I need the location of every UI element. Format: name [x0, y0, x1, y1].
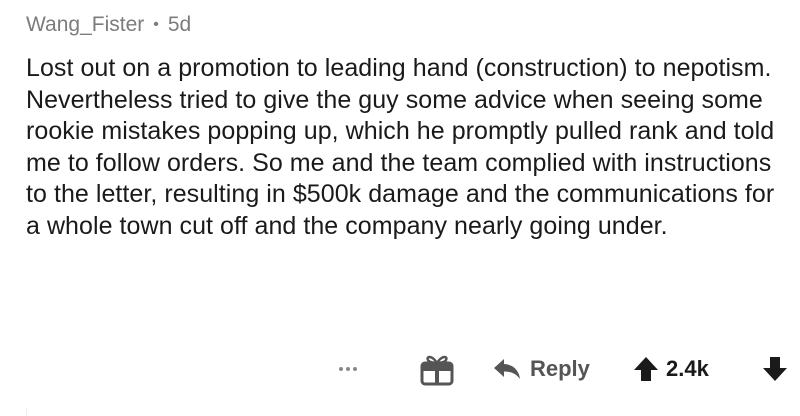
- downvote-arrow-icon: [763, 357, 787, 381]
- reply-arrow-icon: [494, 359, 520, 379]
- thread-line: [26, 408, 27, 416]
- more-dots-icon: [339, 367, 343, 371]
- reply-button[interactable]: Reply: [492, 352, 590, 386]
- reply-label: Reply: [530, 356, 590, 381]
- gift-award-icon: [420, 355, 454, 386]
- vote-score: 2.4k: [666, 356, 709, 381]
- comment-meta: Wang_Fister • 5d: [26, 10, 191, 40]
- upvote-arrow-icon: [634, 357, 658, 381]
- comment-body: Lost out on a promotion to leading hand …: [26, 54, 775, 240]
- meta-separator: •: [153, 16, 159, 33]
- upvote-button[interactable]: [633, 356, 659, 382]
- author-name[interactable]: Wang_Fister: [26, 13, 145, 36]
- downvote-button[interactable]: [762, 356, 788, 382]
- award-button[interactable]: [419, 352, 455, 386]
- more-dot: [346, 367, 350, 371]
- more-dot: [353, 367, 357, 371]
- comment: Wang_Fister • 5d Lost out on a promotion…: [26, 0, 788, 416]
- more-options-button[interactable]: [333, 354, 363, 384]
- comment-actions: Reply 2.4k: [26, 350, 788, 390]
- comment-age[interactable]: 5d: [167, 13, 192, 36]
